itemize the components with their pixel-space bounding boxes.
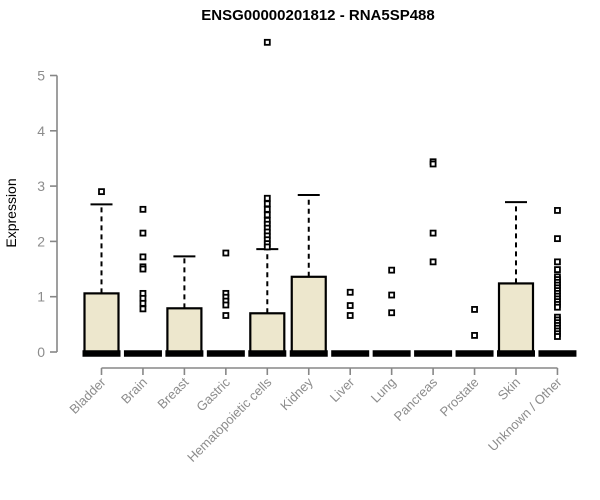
- outlier-point: [388, 266, 396, 274]
- outlier-point: [263, 194, 271, 202]
- x-tick-label: Unknown / Other: [485, 374, 565, 454]
- x-tick-label: Prostate: [437, 375, 482, 420]
- outlier-point: [139, 299, 147, 307]
- outlier-point: [263, 200, 271, 208]
- x-tick-label: Kidney: [277, 374, 316, 413]
- outlier-point: [263, 38, 271, 46]
- outlier-point: [222, 301, 230, 309]
- outlier-point: [429, 160, 437, 168]
- outlier-point: [554, 266, 561, 274]
- outlier-point: [554, 258, 561, 266]
- box-body: [249, 312, 286, 354]
- box-body: [290, 275, 327, 354]
- y-tick-label: 1: [37, 289, 45, 305]
- box-body: [83, 292, 120, 354]
- outlier-point: [263, 205, 271, 213]
- outlier-point: [471, 306, 478, 313]
- y-axis-title: Expression: [3, 178, 19, 247]
- outlier-point: [222, 249, 230, 257]
- x-tick-label: Skin: [495, 375, 523, 403]
- y-tick-label: 4: [37, 123, 45, 139]
- outlier-point: [429, 229, 437, 237]
- outlier-point: [554, 235, 561, 243]
- x-tick-label: Pancreas: [391, 374, 441, 424]
- outlier-point: [388, 309, 396, 317]
- outlier-point: [554, 333, 561, 340]
- outlier-point: [139, 229, 147, 237]
- x-tick-label: Lung: [368, 375, 399, 406]
- chart-title: ENSG00000201812 - RNA5SP488: [201, 7, 434, 24]
- outlier-point: [346, 302, 354, 309]
- x-tick-label: Bladder: [66, 374, 109, 417]
- outlier-point: [139, 253, 147, 261]
- x-tick-label: Breast: [154, 374, 191, 411]
- outlier-point: [139, 305, 147, 313]
- y-tick-label: 0: [37, 344, 45, 360]
- y-tick-label: 3: [37, 178, 45, 194]
- x-tick-label: Liver: [327, 374, 358, 405]
- outlier-point: [554, 207, 561, 214]
- y-tick-label: 5: [37, 68, 45, 84]
- x-tick-label: Gastric: [193, 374, 233, 414]
- outlier-point: [471, 332, 478, 339]
- box-body: [166, 307, 203, 354]
- box-body: [497, 282, 535, 354]
- outlier-point: [263, 243, 271, 251]
- outlier-point: [429, 258, 437, 266]
- y-tick-label: 2: [37, 233, 45, 249]
- outlier-point: [222, 312, 230, 319]
- outlier-point: [346, 288, 354, 296]
- x-tick-label: Brain: [118, 375, 150, 407]
- outlier-point: [98, 188, 105, 196]
- outlier-point: [139, 265, 147, 273]
- outlier-point: [554, 303, 561, 311]
- outlier-point: [263, 211, 271, 219]
- outlier-point: [388, 291, 396, 299]
- outlier-point: [346, 312, 354, 319]
- outlier-point: [139, 205, 147, 213]
